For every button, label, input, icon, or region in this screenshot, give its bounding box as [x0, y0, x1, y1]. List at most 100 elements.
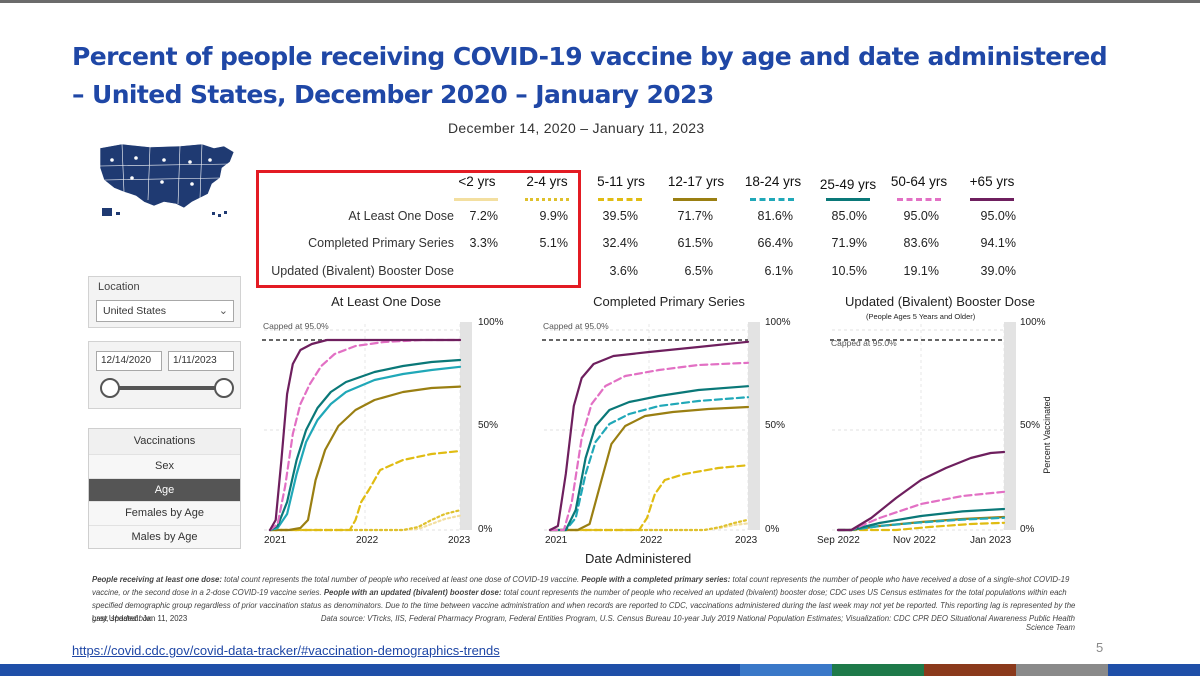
cell-primary-25-49: 71.9%: [831, 236, 867, 250]
footer-bar-green: [832, 664, 924, 676]
y-tick-100-p1: 100%: [478, 317, 504, 328]
date-slider-track[interactable]: [108, 386, 224, 390]
x-tick-jan-2023: Jan 2023: [970, 535, 1012, 546]
x-tick-2023-p1: 2023: [448, 535, 471, 546]
cell-primary-50-64: 83.6%: [903, 236, 939, 250]
x-tick-nov-2022: Nov 2022: [893, 535, 936, 546]
menu-item-age[interactable]: Age: [89, 477, 240, 501]
panel-title-one-dose: At Least One Dose: [331, 294, 441, 309]
data-tracker-link[interactable]: https://covid.cdc.gov/covid-data-tracker…: [72, 643, 500, 658]
x-tick-sep-2022: Sep 2022: [817, 535, 860, 546]
us-map-shape: [99, 143, 235, 209]
date-slider-start-handle[interactable]: [100, 378, 120, 398]
cell-booster-5-11: 3.6%: [609, 264, 639, 278]
cell-primary-12-17: 61.5%: [677, 236, 713, 250]
data-source: Data source: VTrcks, IIS, Federal Pharma…: [320, 614, 1075, 632]
footnote-text-2: total count represents the number of peo…: [92, 575, 1070, 597]
location-label: Location: [98, 281, 140, 293]
legend-12-17: 12-17 yrs: [667, 174, 725, 189]
menu-item-males-by-age[interactable]: Males by Age: [89, 524, 240, 548]
title-line-1: Percent of people receiving COVID-19 vac…: [72, 42, 1108, 71]
y-tick-0-p1: 0%: [478, 524, 493, 535]
x-tick-2021-p2: 2021: [545, 535, 568, 546]
menu-item-sex[interactable]: Sex: [89, 454, 240, 478]
series-line-y65: [548, 340, 750, 532]
footer-bar-gray: [1016, 664, 1108, 676]
top-rule: [0, 0, 1200, 3]
series-line-y18_24: [836, 516, 1006, 532]
cell-booster-12-17: 6.5%: [684, 264, 714, 278]
footer-bar-brown: [924, 664, 1016, 676]
legend-swatch-12-17: [673, 198, 717, 201]
date-range-subtitle: December 14, 2020 – January 11, 2023: [448, 120, 705, 136]
footnote-label-1: People receiving at least one dose:: [92, 575, 222, 584]
cell-primary-18-24: 66.4%: [757, 236, 793, 250]
us-map-icon[interactable]: [92, 138, 242, 228]
y-tick-0-p2: 0%: [765, 524, 780, 535]
vaccinations-menu-header: Vaccinations: [89, 429, 240, 454]
legend-2-4: 2-4 yrs: [526, 174, 568, 189]
cell-primary-lt2: 3.3%: [469, 236, 499, 250]
cell-primary-5-11: 32.4%: [602, 236, 638, 250]
location-dropdown[interactable]: United States ⌄: [96, 300, 234, 322]
y-tick-50-p1: 50%: [478, 420, 499, 431]
series-line-y25_49: [836, 507, 1006, 532]
y-axis-label: Percent Vaccinated: [1042, 396, 1052, 474]
footnote-text-1: total count represents the total number …: [222, 575, 582, 584]
cap-note-primary-series: Capped at 95.0%: [543, 321, 609, 331]
chevron-down-icon: ⌄: [218, 305, 228, 317]
y-tick-100-p3: 100%: [1020, 317, 1046, 328]
panel-title-primary-series: Completed Primary Series: [593, 294, 745, 309]
series-line-y12_17: [836, 515, 1006, 532]
series-line-y12_17: [548, 405, 750, 532]
start-date-input[interactable]: 12/14/2020: [96, 351, 162, 371]
us-map-state-badges: [110, 156, 212, 186]
reporting-lag-shade: [1004, 322, 1016, 530]
vaccinations-menu: Vaccinations Sex Age Females by Age Male…: [88, 428, 241, 549]
title-line-2: – United States, December 2020 – January…: [72, 80, 714, 109]
legend-swatch-50-64: [897, 198, 941, 201]
footer-bar-blue: [0, 664, 740, 676]
legend-25-49: 25-49 yrs: [819, 177, 877, 192]
row-label-updated-booster: Updated (Bivalent) Booster Dose: [271, 264, 454, 278]
location-value: United States: [103, 305, 167, 317]
series-line-y50_64: [268, 338, 462, 532]
cell-booster-25-49: 10.5%: [831, 264, 867, 278]
end-date-input[interactable]: 1/11/2023: [168, 351, 234, 371]
y-tick-50-p2: 50%: [765, 420, 786, 431]
legend-65: +65 yrs: [969, 174, 1015, 189]
footnote-label-3: People with an updated (bivalent) booste…: [323, 588, 502, 597]
cell-one-dose-5-11: 39.5%: [602, 209, 638, 223]
menu-item-females-by-age[interactable]: Females by Age: [89, 501, 240, 525]
legend-18-24: 18-24 yrs: [744, 174, 802, 189]
panel-title-booster: Updated (Bivalent) Booster Dose: [844, 294, 1036, 309]
series-line-y65: [836, 450, 1006, 532]
row-label-at-least-one-dose: At Least One Dose: [348, 209, 454, 223]
cell-one-dose-2-4: 9.9%: [539, 209, 569, 223]
page-number: 5: [1096, 640, 1104, 655]
legend-swatch-5-11: [598, 198, 642, 201]
legend-swatch-65: [970, 198, 1014, 201]
series-line-y18_24: [268, 365, 462, 532]
cell-booster-65: 39.0%: [980, 264, 1016, 278]
footer-bar-lightblue: [740, 664, 832, 676]
series-line-y18_24: [548, 396, 750, 532]
series-line-y5_11: [268, 449, 462, 532]
legend-swatch-2-4: [525, 198, 569, 201]
series-line-y50_64: [548, 361, 750, 532]
x-tick-2022-p1: 2022: [356, 535, 379, 546]
cell-primary-2-4: 5.1%: [539, 236, 569, 250]
series-line-y25_49: [548, 385, 750, 532]
legend-swatch-18-24: [750, 198, 794, 201]
cell-one-dose-lt2: 7.2%: [469, 209, 499, 223]
cap-note-one-dose: Capped at 95.0%: [263, 321, 329, 331]
footer-bar-blue-end: [1108, 664, 1200, 676]
series-line-y5_11: [836, 521, 1006, 532]
cell-one-dose-50-64: 95.0%: [903, 209, 939, 223]
cell-one-dose-65: 95.0%: [980, 209, 1016, 223]
date-slider-end-handle[interactable]: [214, 378, 234, 398]
legend-50-64: 50-64 yrs: [890, 174, 948, 189]
footnote-text-3: total count represents the number of peo…: [92, 588, 1076, 623]
series-line-y25_49: [268, 358, 462, 532]
y-tick-100-p2: 100%: [765, 317, 791, 328]
